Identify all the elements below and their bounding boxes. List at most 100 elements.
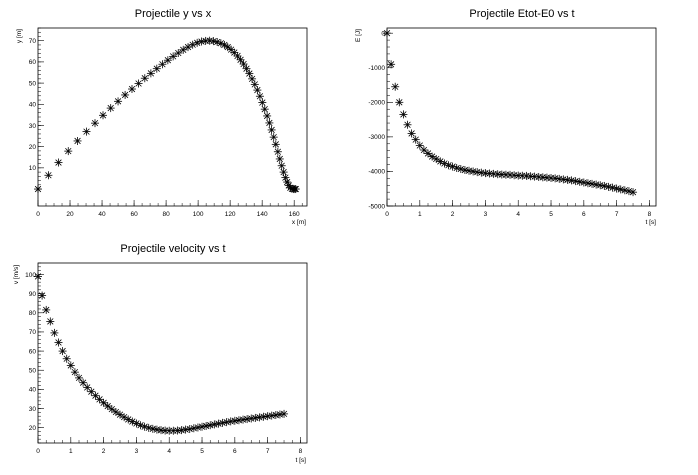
data-point — [75, 373, 84, 382]
y-tick-label-3: -3000 — [368, 134, 385, 141]
data-point — [146, 69, 155, 78]
data-point — [275, 154, 284, 163]
data-point — [66, 361, 75, 370]
x-tick-label-4: 4 — [167, 448, 171, 455]
data-point — [448, 162, 457, 171]
data-point — [50, 328, 59, 337]
data-point — [403, 120, 412, 129]
x-tick-label-4: 80 — [162, 211, 170, 218]
data-point — [158, 60, 167, 69]
data-point — [465, 166, 474, 175]
data-point — [124, 415, 133, 424]
chart-3-xlabel: t [s] — [296, 457, 307, 464]
data-point — [469, 167, 478, 176]
data-point — [583, 179, 592, 188]
data-point — [567, 176, 576, 185]
data-point — [197, 37, 206, 46]
y-tick-label-1: -1000 — [368, 65, 385, 72]
chart-2-xlabel: t [s] — [646, 219, 657, 226]
data-point — [592, 180, 601, 189]
y-tick-label-8: 100 — [25, 272, 36, 279]
data-point — [419, 146, 428, 155]
data-point — [210, 420, 219, 429]
data-point — [54, 158, 63, 167]
data-point — [62, 354, 71, 363]
data-point — [140, 74, 149, 83]
data-point — [70, 368, 79, 377]
chart-1-points — [34, 36, 300, 194]
data-point — [579, 178, 588, 187]
data-point — [179, 45, 188, 54]
x-tick-label-3: 60 — [130, 211, 138, 218]
data-point — [99, 111, 108, 120]
data-point — [452, 163, 461, 172]
y-tick-label-3: 50 — [29, 368, 37, 375]
data-point — [275, 410, 284, 419]
data-point — [79, 378, 88, 387]
data-point — [407, 129, 416, 138]
x-tick-label-4: 4 — [516, 211, 520, 218]
chart-2-frame — [386, 27, 657, 207]
data-point — [424, 149, 433, 158]
data-point — [271, 140, 280, 149]
x-tick-label-5: 5 — [200, 448, 204, 455]
data-point — [218, 418, 227, 427]
chart-1-frame — [37, 27, 308, 207]
data-point — [255, 92, 264, 101]
data-point — [116, 410, 125, 419]
chart-3-axes: 0 1 2 3 4 5 6 7 8 20 30 40 50 60 70 80 90 100 — [25, 262, 303, 455]
data-point — [243, 415, 252, 424]
data-point — [436, 157, 445, 166]
x-tick-label-8: 8 — [299, 448, 303, 455]
data-point — [267, 125, 276, 134]
y-tick-label-1: 30 — [29, 406, 37, 413]
y-tick-label-0: 20 — [29, 425, 37, 432]
data-point — [624, 187, 633, 196]
x-tick-label-3: 3 — [135, 448, 139, 455]
data-point — [73, 136, 82, 145]
chart-2-title: Projectile Etot-E0 vs t — [469, 8, 574, 20]
x-tick-label-1: 1 — [69, 448, 73, 455]
data-point — [95, 395, 104, 404]
y-tick-label-2: -2000 — [368, 100, 385, 107]
data-point — [99, 398, 108, 407]
data-point — [269, 133, 278, 142]
x-tick-label-7: 7 — [266, 448, 270, 455]
data-point — [551, 174, 560, 183]
data-point — [555, 174, 564, 183]
chart-3-ylabel: v [m/s] — [13, 265, 20, 284]
data-point — [58, 347, 67, 356]
data-point — [120, 413, 129, 422]
data-point — [280, 409, 289, 418]
x-tick-label-2: 2 — [451, 211, 455, 218]
data-point — [571, 177, 580, 186]
data-point — [253, 86, 262, 95]
x-tick-label-7: 7 — [615, 211, 619, 218]
data-point — [432, 154, 441, 163]
data-point — [255, 413, 264, 422]
data-point — [291, 185, 300, 194]
data-point — [629, 188, 638, 197]
data-point — [107, 405, 116, 414]
data-point — [263, 412, 272, 421]
data-point — [604, 182, 613, 191]
y-tick-label-2: 30 — [29, 123, 37, 130]
data-point — [612, 184, 621, 193]
y-tick-label-0: 0 — [381, 30, 385, 37]
data-point — [234, 416, 243, 425]
x-tick-label-1: 20 — [66, 211, 74, 218]
data-point — [477, 168, 486, 177]
data-point — [473, 168, 482, 177]
x-tick-label-6: 6 — [582, 211, 586, 218]
data-point — [121, 90, 130, 99]
data-point — [596, 181, 605, 190]
chart-3-title: Projectile velocity vs t — [120, 243, 225, 255]
data-point — [383, 29, 391, 38]
data-point — [220, 40, 229, 49]
data-point — [575, 177, 584, 186]
data-point — [242, 64, 251, 73]
data-point — [34, 272, 42, 281]
data-point — [230, 416, 239, 425]
y-tick-label-1: 20 — [29, 144, 37, 151]
